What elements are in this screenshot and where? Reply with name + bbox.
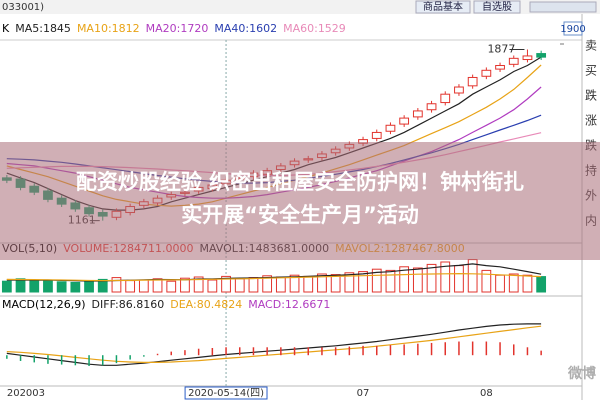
- candle-body: [385, 124, 396, 132]
- volume-bar: [152, 278, 163, 293]
- chart-title: K: [2, 22, 10, 35]
- volume-bar: [385, 269, 396, 293]
- candle-body: [399, 117, 410, 125]
- volume-bar: [358, 271, 368, 293]
- volume-bar: [207, 279, 218, 293]
- headline: 实开展“安全生产月”活动: [181, 203, 419, 227]
- volume-bar: [481, 269, 492, 293]
- volume-bar: [111, 277, 122, 293]
- x-tick-label: 2020-05-14(四): [188, 388, 264, 399]
- legend-entry: DEA:80.4824: [170, 298, 242, 311]
- volume-bar: [303, 275, 314, 293]
- legend-entry: MA60:1529: [283, 22, 346, 35]
- headline: 配资炒股经验 织密出租屋安全防护网！钟村街扎: [76, 170, 524, 194]
- legend-entry: MA5:1845: [15, 22, 71, 35]
- side-label: 买: [585, 64, 597, 78]
- volume-bar: [56, 281, 67, 293]
- volume-bar: [193, 276, 204, 293]
- legend-entry: MA40:1602: [214, 22, 277, 35]
- volume-bar: [262, 275, 273, 293]
- volume-bar: [317, 273, 327, 293]
- volume-bar: [440, 261, 451, 293]
- volume-bar: [289, 274, 300, 293]
- x-tick-label: 08: [480, 388, 493, 399]
- cursor-label-box: [184, 386, 268, 400]
- volume-bar: [138, 279, 149, 293]
- legend-entry: MACD:12.6671: [248, 298, 330, 311]
- x-tick-label: 202003: [7, 388, 45, 399]
- series-line: [6, 272, 542, 282]
- volume-bar: [275, 276, 286, 293]
- volume-bar: [84, 280, 94, 293]
- volume-bar: [495, 274, 505, 293]
- tab[interactable]: [473, 0, 521, 14]
- volume-bar: [15, 278, 26, 293]
- volume-bar: [29, 280, 40, 293]
- tab-label[interactable]: 商品基本: [423, 0, 463, 13]
- volume-bar: [399, 266, 410, 293]
- annotation: 1877: [487, 42, 515, 55]
- volume-bar: [180, 277, 190, 293]
- candle-body: [371, 131, 382, 139]
- candle-body: [481, 69, 492, 77]
- volume-bar: [43, 279, 53, 293]
- volume-bar: [234, 278, 245, 293]
- watermark: 微博: [567, 365, 596, 382]
- legend-entry: MA20:1720: [146, 22, 209, 35]
- candle-body: [508, 57, 519, 65]
- y-tick-box: [563, 21, 583, 36]
- title-band: [0, 142, 600, 260]
- candle-body: [454, 86, 464, 94]
- candle-body: [522, 55, 533, 61]
- volume-bar: [248, 277, 259, 293]
- legend-entry: MA10:1812: [77, 22, 140, 35]
- x-tick-label: 07: [357, 388, 370, 399]
- volume-bar: [508, 273, 519, 293]
- legend-entry: DIFF:86.8160: [92, 298, 165, 311]
- volume-bar: [426, 263, 437, 293]
- y-tick-label: 1900: [560, 24, 585, 35]
- volume-bar: [536, 276, 547, 293]
- candle-body: [467, 76, 478, 87]
- volume-bar: [454, 265, 464, 293]
- toolbar-icons[interactable]: [529, 1, 597, 13]
- series-line: [6, 325, 542, 363]
- volume-bar: [221, 275, 231, 293]
- candle-body: [536, 53, 547, 58]
- volume-bar: [522, 274, 533, 293]
- volume-bar: [125, 280, 136, 293]
- volume-bar: [166, 280, 177, 293]
- volume-bar: [412, 267, 423, 293]
- volume-bar: [330, 274, 341, 293]
- candle-body: [440, 93, 451, 104]
- chart-title: MACD(12,26,9): [2, 298, 86, 311]
- side-label: 涨: [585, 113, 597, 128]
- series-line: [6, 323, 542, 366]
- volume-bar: [371, 268, 382, 293]
- tab-label[interactable]: 自选股: [482, 0, 512, 13]
- volume-bar: [70, 281, 81, 293]
- candle-body: [426, 103, 437, 111]
- candle-body: [412, 110, 423, 118]
- tab[interactable]: [415, 0, 471, 14]
- stock-code: 033001): [2, 2, 44, 13]
- side-label: 跌: [585, 88, 597, 103]
- candle-body: [495, 65, 505, 70]
- volume-bar: [1, 280, 12, 293]
- volume-bar: [344, 272, 355, 293]
- volume-bar: [97, 278, 108, 293]
- side-label: 卖: [585, 39, 597, 53]
